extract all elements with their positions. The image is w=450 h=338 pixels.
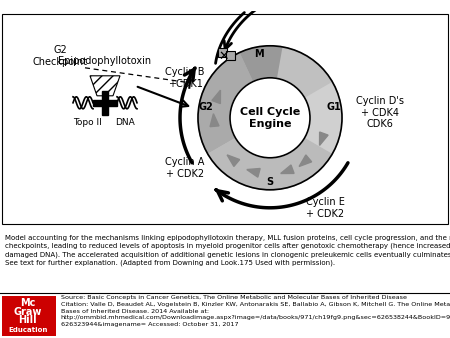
Polygon shape: [299, 155, 312, 167]
Text: Cyclin D's
+ CDK4
CDK6: Cyclin D's + CDK4 CDK6: [356, 96, 404, 129]
Wedge shape: [305, 82, 342, 154]
Text: Topo II: Topo II: [72, 118, 101, 127]
Polygon shape: [212, 90, 220, 103]
Polygon shape: [281, 165, 294, 173]
Text: Epipodophyllotoxin: Epipodophyllotoxin: [58, 56, 152, 66]
Text: S: S: [266, 177, 274, 188]
Text: Source: Basic Concepts in Cancer Genetics, The Online Metabolic and Molecular Ba: Source: Basic Concepts in Cancer Genetic…: [61, 295, 450, 327]
Text: DNA: DNA: [115, 118, 135, 127]
Bar: [226, 51, 235, 60]
Text: Graw: Graw: [14, 307, 42, 317]
Circle shape: [230, 78, 310, 158]
Text: Mc: Mc: [20, 298, 36, 308]
Text: Model accounting for the mechanisms linking epipodophyllotoxin therapy, MLL fusi: Model accounting for the mechanisms link…: [5, 235, 450, 266]
Circle shape: [198, 46, 342, 190]
Text: Education: Education: [8, 327, 48, 333]
Polygon shape: [93, 100, 117, 106]
Text: Hill: Hill: [18, 315, 37, 325]
Polygon shape: [102, 91, 108, 115]
Text: Cyclin A
+ CDK2: Cyclin A + CDK2: [165, 157, 205, 178]
Text: Cyclin B
+CDK1: Cyclin B +CDK1: [165, 67, 205, 89]
Polygon shape: [227, 155, 240, 166]
Polygon shape: [247, 168, 260, 177]
Wedge shape: [239, 46, 283, 81]
Text: M: M: [254, 49, 264, 59]
Wedge shape: [198, 52, 253, 154]
Text: ✕: ✕: [218, 50, 229, 63]
Polygon shape: [320, 132, 328, 145]
Text: Cyclin E
+ CDK2: Cyclin E + CDK2: [306, 197, 344, 219]
Text: G1: G1: [326, 102, 341, 112]
Bar: [218, 48, 227, 57]
Polygon shape: [90, 76, 120, 96]
Polygon shape: [210, 114, 219, 127]
Bar: [2, 296, 56, 336]
Text: Cell Cycle
Engine: Cell Cycle Engine: [240, 107, 300, 128]
Wedge shape: [207, 138, 333, 190]
Text: G2: G2: [199, 102, 214, 112]
Text: G2
Checkpoint: G2 Checkpoint: [32, 45, 87, 67]
